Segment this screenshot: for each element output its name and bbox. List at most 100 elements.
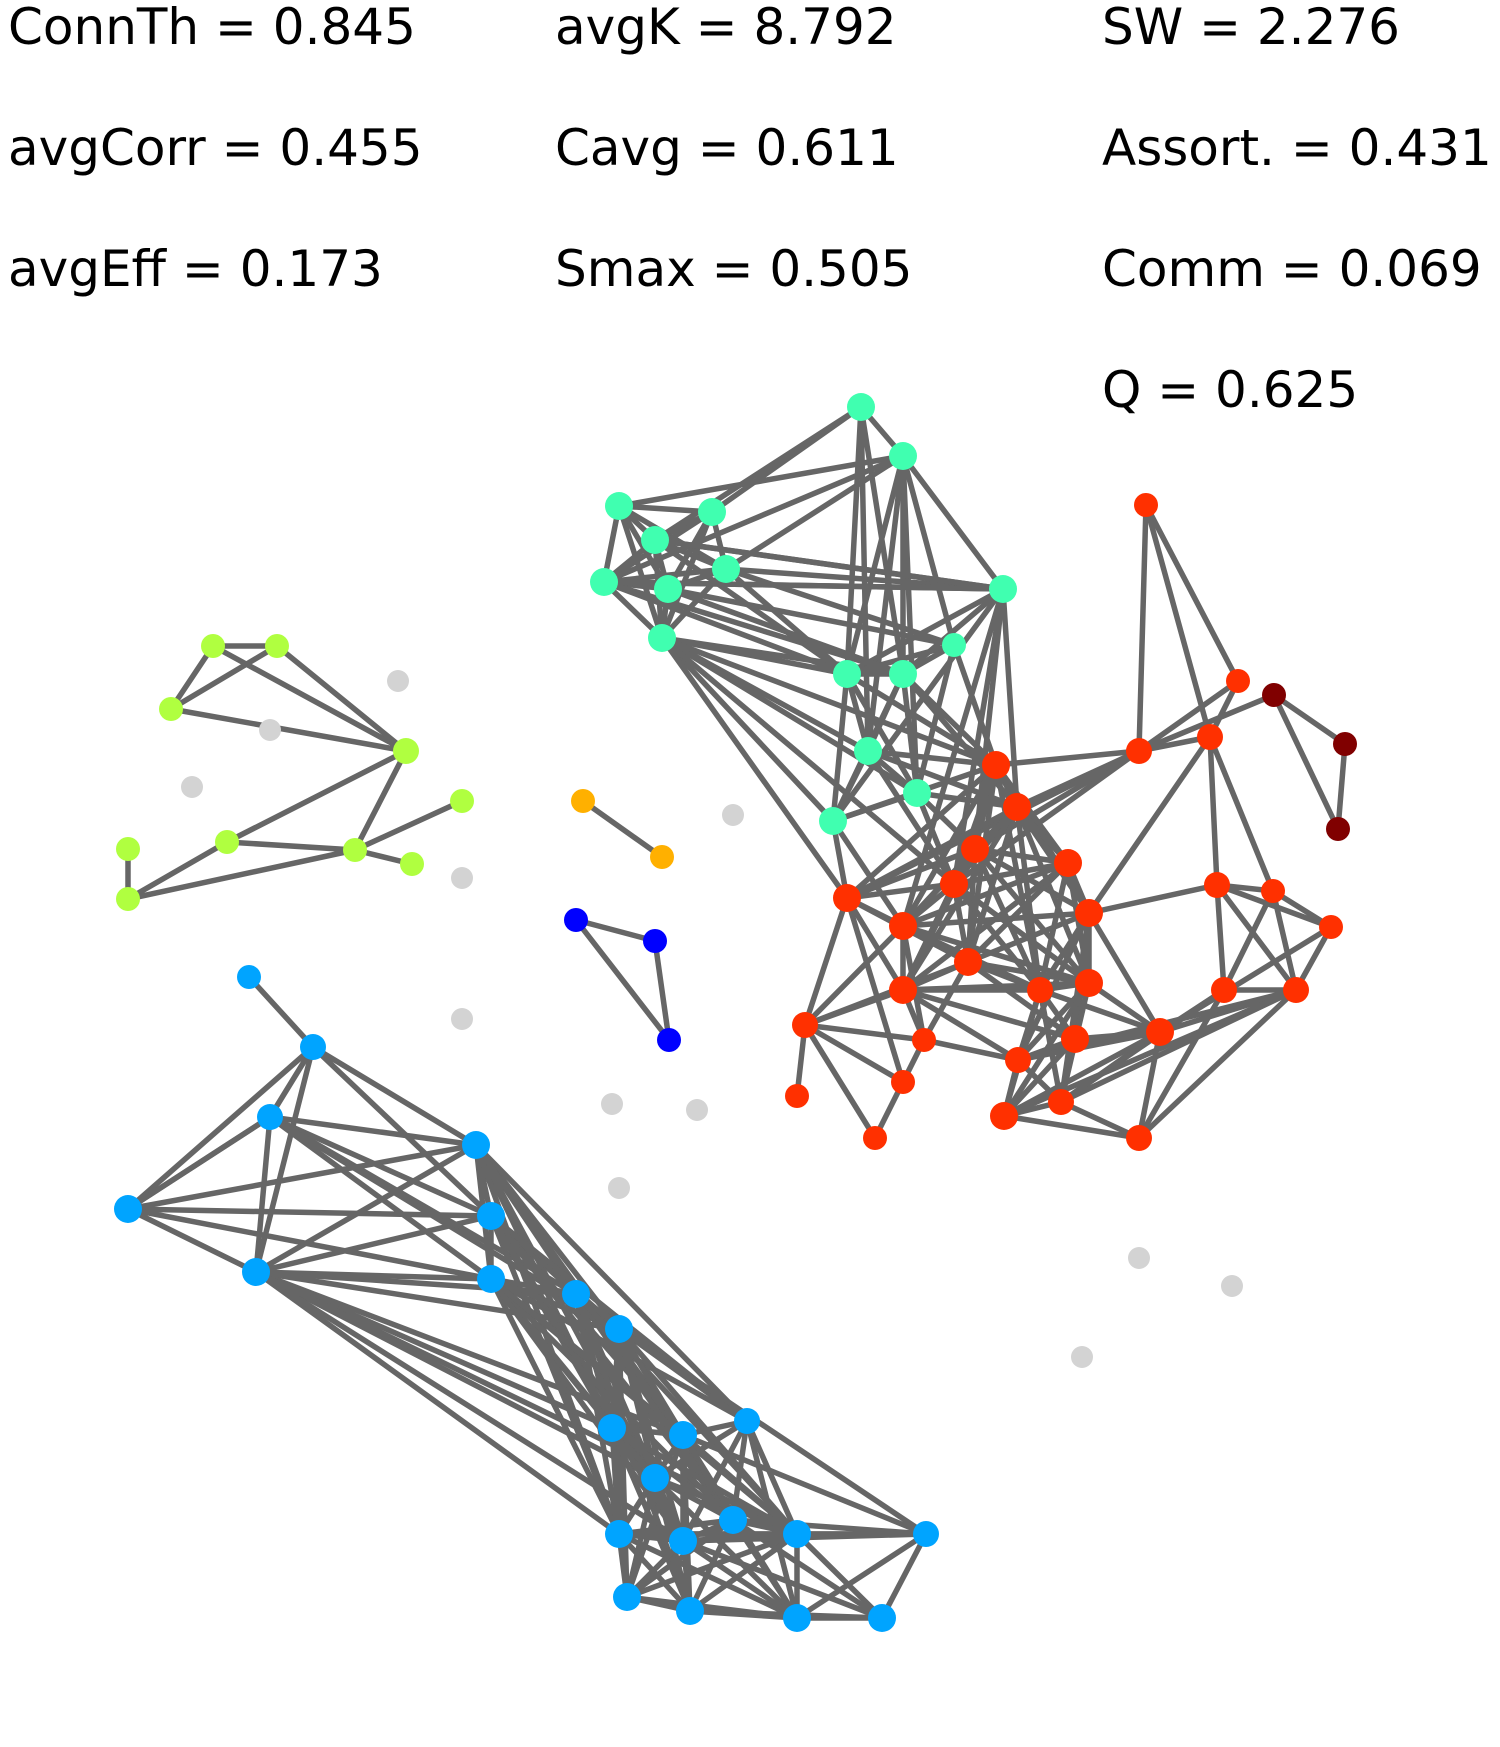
graph-edge (1136, 678, 1241, 754)
graph-node-teal (942, 633, 966, 657)
metric-avgk: avgK = 8.792 (555, 0, 897, 56)
graph-edge (1015, 980, 1092, 1063)
graph-node-red (1061, 1025, 1089, 1053)
graph-edge (802, 895, 850, 1028)
graph-node-skyblue (676, 1597, 704, 1625)
graph-node-lime (215, 830, 239, 854)
graph-edge (865, 453, 906, 754)
graph-edge (723, 566, 850, 677)
graph-node-skyblue (114, 1195, 142, 1223)
graph-node-skyblue (462, 1131, 490, 1159)
graph-node-skyblue (300, 1034, 326, 1060)
graph-edge (1214, 882, 1227, 993)
graph-edge (844, 642, 957, 677)
graph-node-red (1146, 1018, 1174, 1046)
graph-edge (1270, 888, 1299, 993)
graph-edge (310, 1044, 494, 1219)
graph-node-lime (393, 738, 419, 764)
metric-smax: Smax = 0.505 (555, 240, 913, 298)
graph-edge (573, 917, 658, 944)
graph-edge (794, 1531, 929, 1621)
graph-edge (659, 635, 999, 768)
graph-edge (224, 748, 409, 845)
graph-edge (609, 1425, 736, 1523)
graph-edge (1086, 910, 1163, 1035)
graph-node-red (940, 870, 968, 898)
graph-node-red (1075, 899, 1103, 927)
graph-node-red (833, 884, 861, 912)
graph-edge (168, 706, 409, 754)
graph-node-isolated (1071, 1346, 1093, 1368)
network-metrics: ConnTh = 0.845 avgK = 8.792 SW = 2.276 a… (0, 0, 1500, 430)
graph-edge (1136, 502, 1149, 754)
graph-node-skyblue (719, 1506, 747, 1534)
graph-edge (1207, 734, 1276, 894)
metric-cavg: Cavg = 0.611 (555, 119, 899, 177)
graph-edge (900, 804, 1020, 993)
graph-edge (965, 860, 1071, 965)
graph-node-lime (159, 697, 183, 721)
graph-edge (865, 748, 999, 768)
graph-edge (624, 1531, 800, 1600)
graph-node-isolated (451, 867, 473, 889)
graph-edge (609, 1425, 800, 1537)
graph-edge (723, 453, 906, 572)
graph-node-red (912, 1028, 936, 1052)
graph-node-skyblue (562, 1280, 590, 1308)
graph-node-red (1197, 724, 1223, 750)
graph-node-teal (590, 568, 618, 596)
graph-edge (616, 503, 665, 641)
graph-edge (125, 839, 230, 902)
graph-node-teal (819, 807, 847, 835)
graph-edge (125, 847, 358, 902)
graph-node-teal (641, 526, 669, 554)
graph-node-red (1283, 977, 1309, 1003)
graph-node-blue (643, 929, 667, 953)
graph-edge (573, 1291, 622, 1537)
graph-edge (921, 1037, 1021, 1063)
graph-edge (900, 860, 1071, 929)
graph-edge (951, 860, 1071, 887)
graph-node-darkred (1262, 683, 1286, 707)
graph-node-orange (571, 789, 595, 813)
graph-node-skyblue (669, 1527, 697, 1555)
graph-node-red (889, 976, 917, 1004)
graph-edge (1136, 987, 1299, 1141)
graph-edge (794, 1531, 885, 1621)
graph-node-isolated (686, 1099, 708, 1121)
graph-node-skyblue (913, 1521, 939, 1547)
graph-node-darkred (1333, 732, 1357, 756)
graph-edge (224, 839, 358, 853)
graph-edge (1058, 1099, 1142, 1141)
graph-edge (972, 846, 1092, 916)
graph-edge (1207, 734, 1220, 888)
graph-edge (573, 917, 672, 1043)
graph-node-red (1054, 849, 1082, 877)
graph-edge (652, 404, 864, 543)
graph-edge (1015, 1029, 1163, 1063)
graph-node-teal (654, 575, 682, 603)
graph-node-skyblue (641, 1464, 669, 1492)
graph-edge (830, 818, 906, 929)
graph-edge (488, 1213, 622, 1537)
graph-node-red (1226, 669, 1250, 693)
graph-edge (802, 923, 906, 1028)
graph-edge (125, 1206, 494, 1219)
graph-edges (125, 404, 1348, 1621)
graph-node-darkred (1326, 817, 1350, 841)
graph-node-red (1126, 738, 1152, 764)
graph-node-teal (698, 498, 726, 526)
graph-node-red (1204, 872, 1230, 898)
graph-edge (267, 1044, 316, 1120)
graph-node-isolated (601, 1093, 623, 1115)
graph-node-teal (889, 660, 917, 688)
graph-edge (680, 1538, 800, 1621)
graph-edge (914, 642, 957, 796)
graph-node-skyblue (598, 1414, 626, 1442)
graph-node-lime (343, 838, 367, 862)
graph-edge (972, 846, 1071, 866)
graph-edge (352, 798, 465, 853)
graph-node-red (785, 1084, 809, 1108)
graph-edge (125, 1044, 316, 1212)
graph-node-red (863, 1126, 887, 1150)
